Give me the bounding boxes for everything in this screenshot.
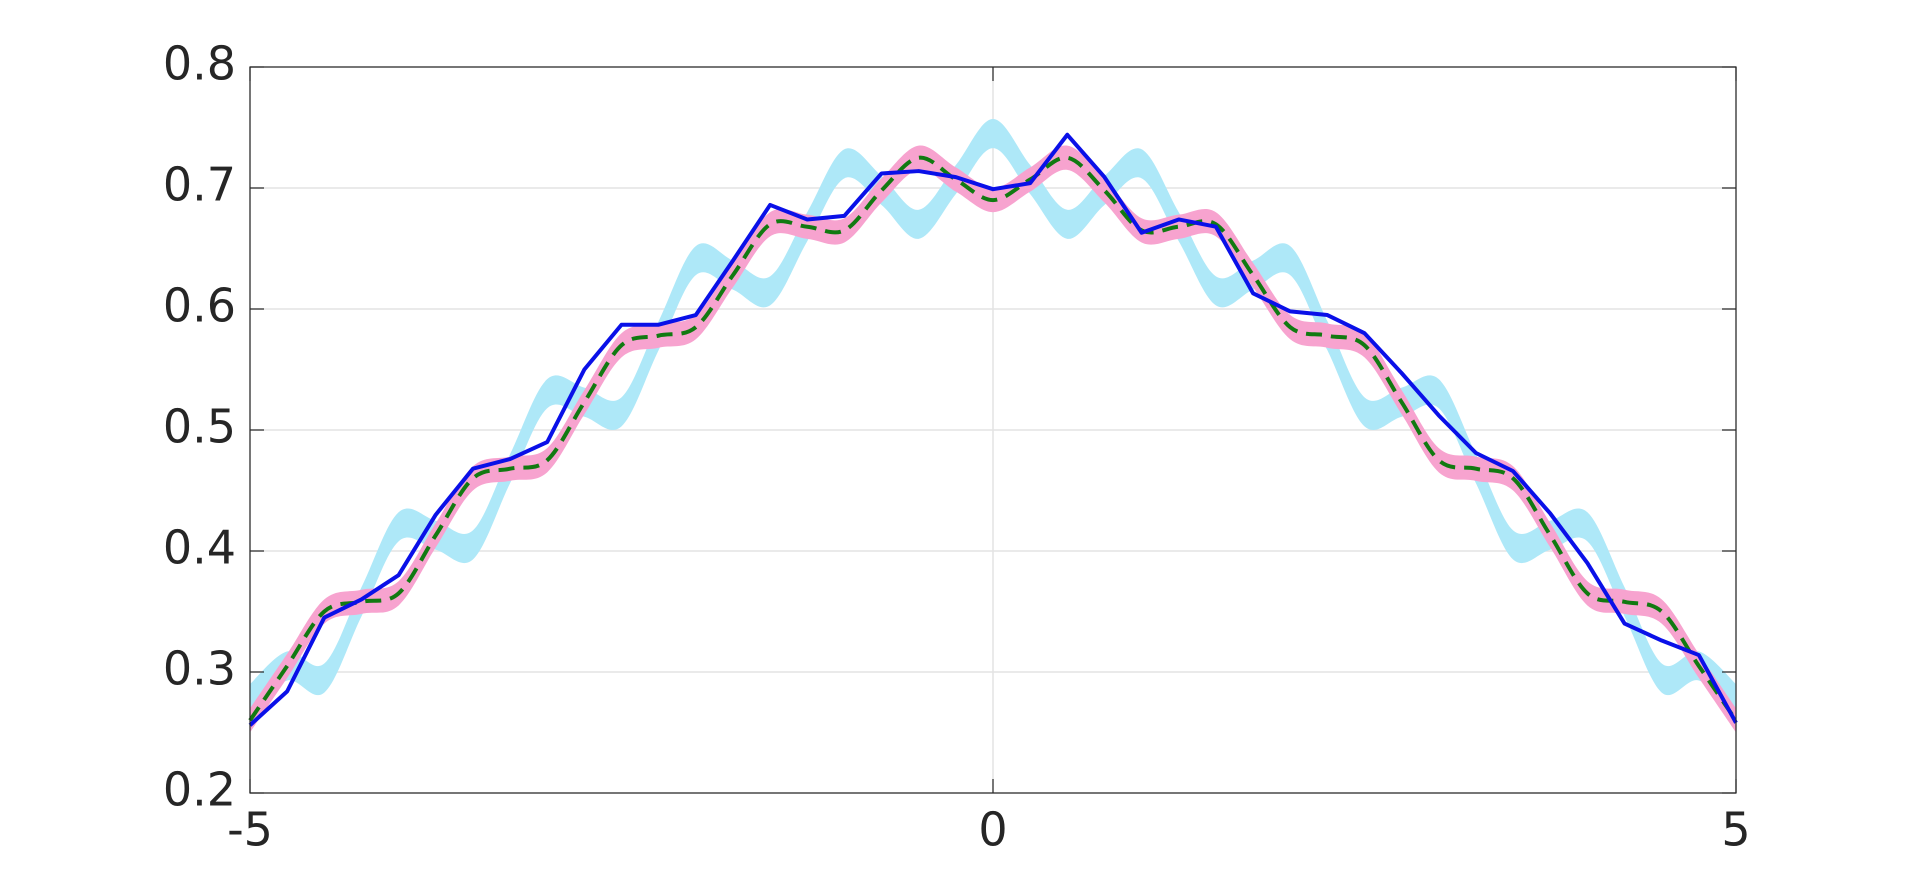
y-tick-label: 0.7 xyxy=(163,158,236,212)
y-tick-label: 0.4 xyxy=(163,521,236,575)
y-tick-label: 0.8 xyxy=(163,37,236,91)
y-tick-label: 0.2 xyxy=(163,763,236,817)
line xyxy=(248,155,1738,722)
y-tick-label: 0.5 xyxy=(163,400,236,454)
y-tick-label: 0.6 xyxy=(163,279,236,333)
line xyxy=(248,132,1738,727)
y-tick-label: 0.3 xyxy=(163,642,236,696)
x-tick-label: -5 xyxy=(227,803,273,857)
x-tick-label: 5 xyxy=(1721,803,1750,857)
x-tick-label: 0 xyxy=(978,803,1007,857)
